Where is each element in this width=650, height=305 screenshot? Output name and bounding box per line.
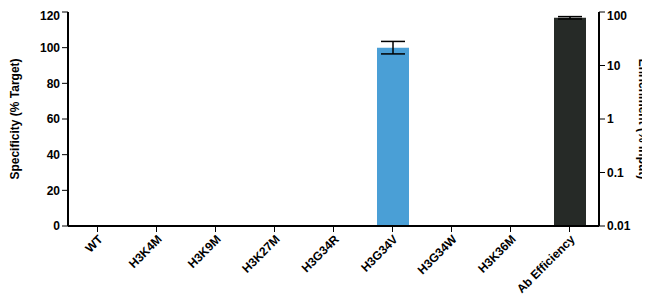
- svg-text:H3K36M: H3K36M: [475, 232, 518, 275]
- svg-text:40: 40: [47, 148, 61, 162]
- svg-text:H3G34W: H3G34W: [415, 232, 460, 277]
- svg-text:120: 120: [40, 9, 60, 23]
- svg-text:0: 0: [53, 219, 60, 233]
- svg-text:0.1: 0.1: [607, 166, 624, 180]
- svg-text:H3G34R: H3G34R: [299, 232, 342, 275]
- svg-text:Specificity (% Target): Specificity (% Target): [8, 58, 22, 179]
- svg-text:H3K4M: H3K4M: [126, 232, 165, 271]
- svg-text:WT: WT: [83, 232, 107, 256]
- svg-text:H3G34V: H3G34V: [358, 232, 400, 274]
- svg-text:Ab Efficiency: Ab Efficiency: [514, 232, 578, 296]
- svg-text:20: 20: [47, 184, 61, 198]
- svg-text:H3K27M: H3K27M: [239, 232, 282, 275]
- svg-text:H3K9M: H3K9M: [185, 232, 224, 271]
- svg-text:80: 80: [47, 77, 61, 91]
- svg-text:60: 60: [47, 112, 61, 126]
- svg-text:1: 1: [607, 112, 614, 126]
- svg-text:0.01: 0.01: [607, 219, 631, 233]
- svg-text:100: 100: [607, 9, 627, 23]
- svg-text:Enrichment (% Input): Enrichment (% Input): [636, 59, 642, 180]
- svg-text:10: 10: [607, 59, 621, 73]
- svg-text:100: 100: [40, 41, 60, 55]
